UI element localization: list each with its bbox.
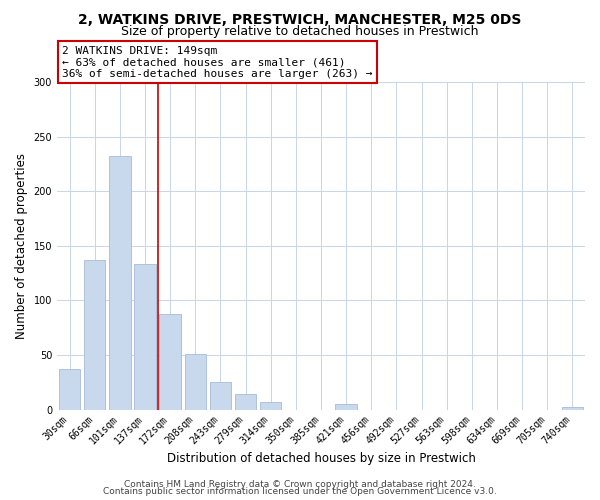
Bar (160, 314, 181, 410)
Bar (134, 264, 156, 410)
Bar (59, 369, 80, 410)
Bar (260, 402, 281, 409)
Bar (335, 404, 357, 409)
Bar (235, 394, 256, 409)
Y-axis label: Number of detached properties: Number of detached properties (15, 153, 28, 339)
Text: Contains HM Land Registry data © Crown copyright and database right 2024.: Contains HM Land Registry data © Crown c… (124, 480, 476, 489)
X-axis label: Distribution of detached houses by size in Prestwich: Distribution of detached houses by size … (167, 452, 475, 465)
Text: 2 WATKINS DRIVE: 149sqm
← 63% of detached houses are smaller (461)
36% of semi-d: 2 WATKINS DRIVE: 149sqm ← 63% of detache… (62, 46, 373, 79)
Bar (562, 408, 583, 410)
Bar (210, 382, 231, 409)
Text: 2, WATKINS DRIVE, PRESTWICH, MANCHESTER, M25 0DS: 2, WATKINS DRIVE, PRESTWICH, MANCHESTER,… (79, 12, 521, 26)
Bar (109, 156, 131, 410)
Bar (84, 260, 106, 410)
Text: Contains public sector information licensed under the Open Government Licence v3: Contains public sector information licen… (103, 487, 497, 496)
Text: Size of property relative to detached houses in Prestwich: Size of property relative to detached ho… (121, 25, 479, 38)
Bar (185, 354, 206, 410)
